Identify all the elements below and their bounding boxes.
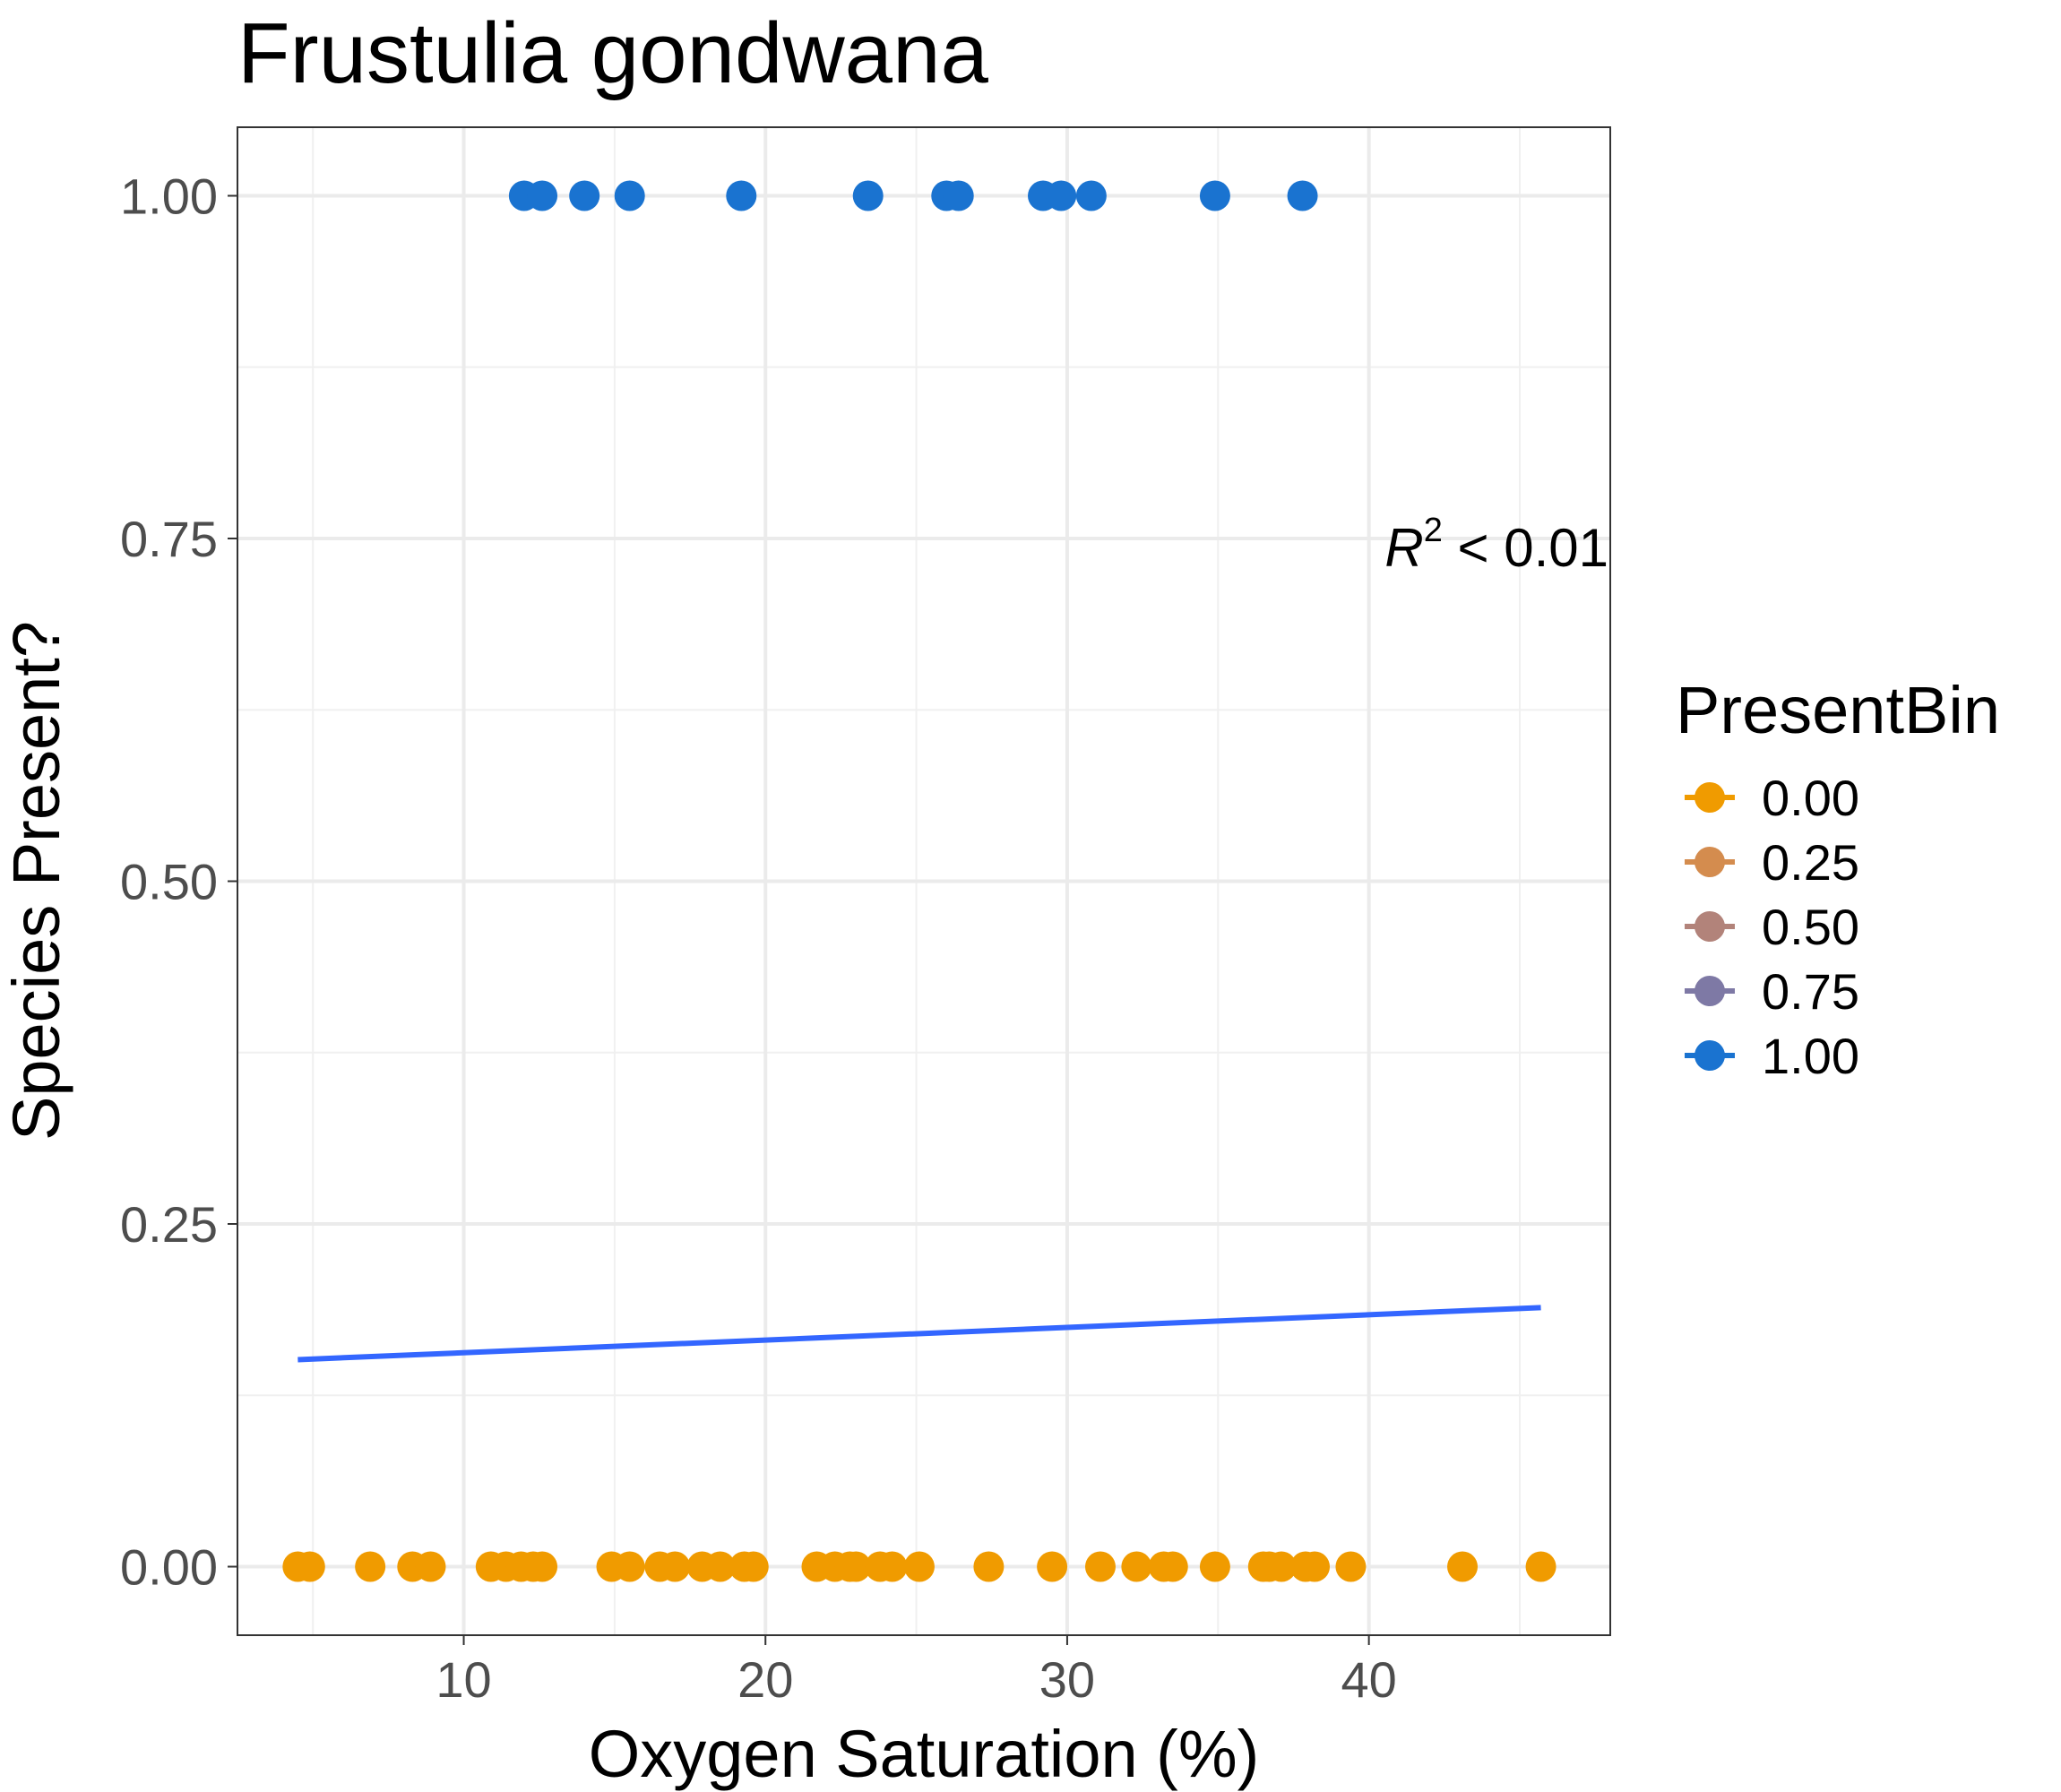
data-point-0.00 — [1037, 1551, 1068, 1582]
data-point-0.00 — [1525, 1551, 1557, 1582]
annotation-r: R — [1384, 518, 1423, 578]
data-point-0.00 — [1447, 1551, 1479, 1582]
data-points — [282, 180, 1557, 1582]
data-point-1.00 — [852, 180, 884, 211]
data-point-0.00 — [876, 1551, 908, 1582]
data-point-0.00 — [1121, 1551, 1152, 1582]
data-point-1.00 — [569, 180, 600, 211]
x-tick-label: 10 — [435, 1651, 491, 1708]
data-point-1.00 — [726, 180, 757, 211]
data-point-1.00 — [1046, 180, 1077, 211]
data-point-0.00 — [1157, 1551, 1188, 1582]
annotation-sup: 2 — [1424, 512, 1443, 549]
x-axis-ticks: 10 20 30 40 — [435, 1635, 1397, 1708]
svg-text:R2 < 0.01: R2 < 0.01 — [1384, 512, 1608, 578]
grid-lines — [237, 127, 1610, 1635]
data-point-1.00 — [943, 180, 974, 211]
legend-entry: 0.75 — [1685, 963, 1859, 1020]
y-tick-label: 0.50 — [120, 854, 218, 910]
legend-label: 0.50 — [1762, 899, 1859, 955]
data-point-0.00 — [1335, 1551, 1367, 1582]
data-point-1.00 — [527, 180, 558, 211]
data-point-1.00 — [614, 180, 645, 211]
legend-key-point — [1695, 847, 1725, 877]
data-point-0.00 — [527, 1551, 558, 1582]
legend-entries: 0.00 0.25 0.50 0.75 1.00 — [1685, 770, 1859, 1084]
trend-line-group — [298, 1305, 1541, 1363]
legend-key-point — [1695, 782, 1725, 813]
legend-title: PresentBin — [1676, 673, 2000, 747]
data-point-0.00 — [614, 1551, 645, 1582]
legend: PresentBin 0.00 0.25 0.50 0.75 1.00 — [1676, 673, 2000, 1084]
trend-line — [298, 1305, 1541, 1363]
data-point-0.00 — [415, 1551, 446, 1582]
x-tick-label: 30 — [1039, 1651, 1095, 1708]
data-point-1.00 — [1287, 180, 1318, 211]
data-point-1.00 — [1075, 180, 1107, 211]
r-squared-annotation: R2 < 0.01 — [1384, 512, 1608, 578]
legend-key-point — [1695, 1040, 1725, 1071]
legend-label: 0.25 — [1762, 834, 1859, 891]
legend-label: 1.00 — [1762, 1028, 1859, 1084]
data-point-0.00 — [660, 1551, 691, 1582]
y-axis-title: Species Present? — [0, 621, 73, 1141]
annotation-rest: < 0.01 — [1443, 518, 1608, 578]
data-point-0.00 — [355, 1551, 386, 1582]
legend-entry: 0.25 — [1685, 834, 1859, 891]
chart-title: Frustulia gondwana — [237, 5, 988, 101]
data-point-0.00 — [1299, 1551, 1331, 1582]
data-point-1.00 — [1199, 180, 1230, 211]
x-tick-label: 40 — [1341, 1651, 1396, 1708]
y-tick-label: 0.25 — [120, 1196, 218, 1253]
data-point-0.00 — [704, 1551, 736, 1582]
data-point-0.00 — [973, 1551, 1005, 1582]
y-tick-label: 1.00 — [120, 168, 218, 225]
data-point-0.00 — [1265, 1551, 1297, 1582]
legend-label: 0.75 — [1762, 963, 1859, 1020]
x-axis-title: Oxygen Saturation (%) — [589, 1717, 1260, 1791]
data-point-0.00 — [903, 1551, 935, 1582]
legend-label: 0.00 — [1762, 770, 1859, 826]
data-point-0.00 — [294, 1551, 325, 1582]
x-tick-label: 20 — [737, 1651, 793, 1708]
legend-key-point — [1695, 976, 1725, 1006]
legend-entry: 0.00 — [1685, 770, 1859, 826]
y-tick-label: 0.00 — [120, 1539, 218, 1596]
y-tick-label: 0.75 — [120, 511, 218, 567]
y-axis-ticks: 0.00 0.25 0.50 0.75 1.00 — [120, 168, 237, 1596]
data-point-0.00 — [1199, 1551, 1230, 1582]
legend-entry: 0.50 — [1685, 899, 1859, 955]
data-point-0.00 — [1084, 1551, 1116, 1582]
legend-entry: 1.00 — [1685, 1028, 1859, 1084]
legend-key-point — [1695, 911, 1725, 942]
data-point-0.00 — [841, 1551, 872, 1582]
data-point-0.00 — [737, 1551, 769, 1582]
